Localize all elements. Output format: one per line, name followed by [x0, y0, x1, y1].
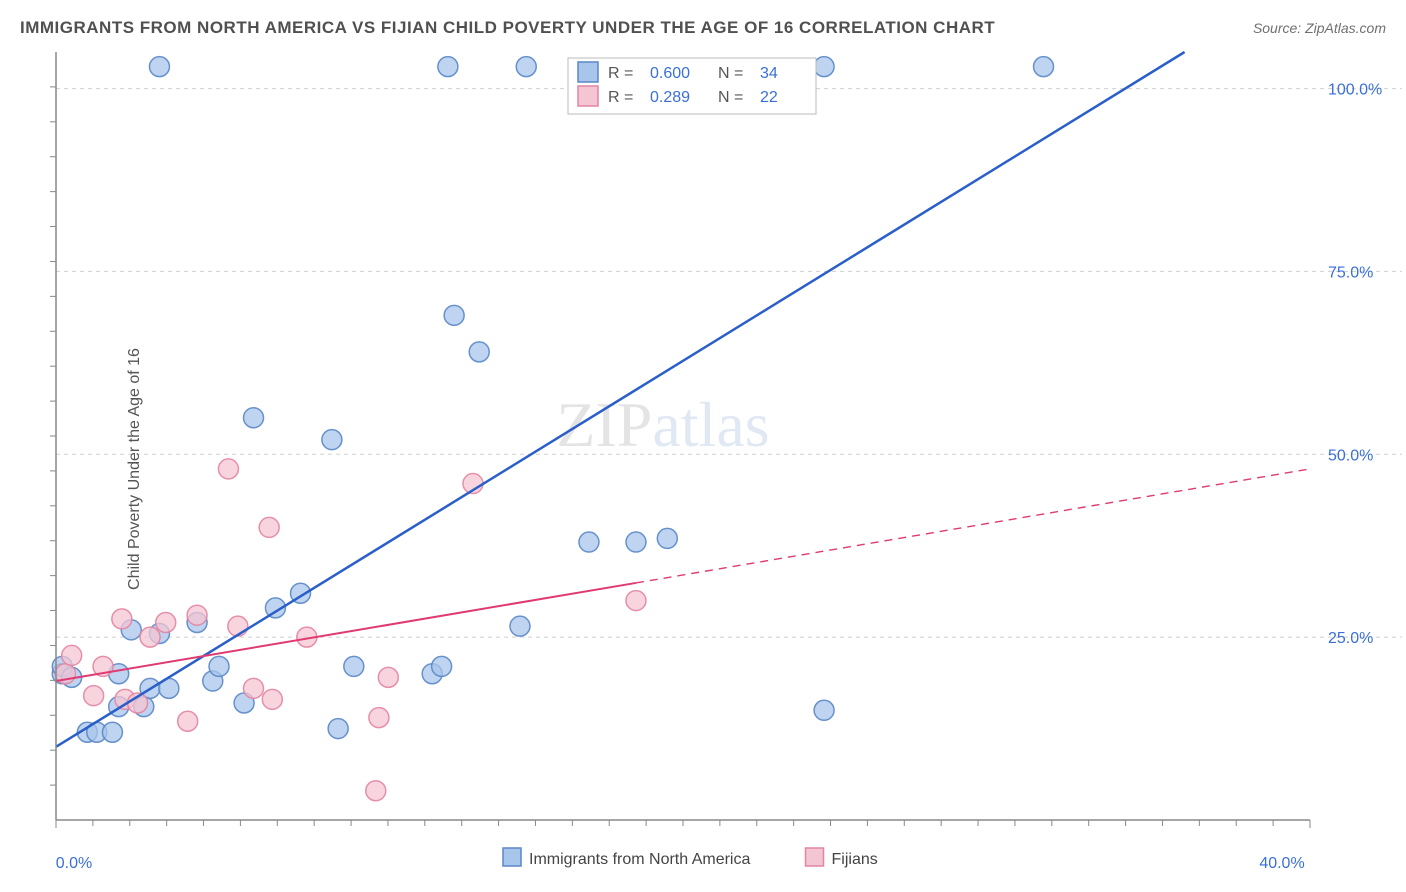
svg-text:N =: N = [718, 89, 743, 106]
svg-text:0.0%: 0.0% [56, 855, 92, 872]
svg-text:R =: R = [608, 89, 633, 106]
svg-text:R =: R = [608, 65, 633, 82]
svg-text:25.0%: 25.0% [1328, 630, 1373, 647]
svg-text:22: 22 [760, 89, 778, 106]
svg-text:N =: N = [718, 65, 743, 82]
svg-text:34: 34 [760, 65, 778, 82]
chart-source: Source: ZipAtlas.com [1253, 20, 1386, 36]
svg-text:0.289: 0.289 [650, 89, 690, 106]
y-axis-label: Child Poverty Under the Age of 16 [126, 348, 144, 590]
plot-area: Child Poverty Under the Age of 16 25.0% 5… [0, 46, 1406, 892]
svg-text:40.0%: 40.0% [1259, 855, 1304, 872]
chart-svg: 25.0% 50.0% 75.0% 100.0% ZIPatlas 0.0% 40.0% R … [0, 46, 1406, 892]
svg-text:Fijians: Fijians [832, 851, 878, 868]
svg-text:0.600: 0.600 [650, 65, 690, 82]
chart-header: IMMIGRANTS FROM NORTH AMERICA VS FIJIAN … [20, 18, 1386, 38]
svg-text:50.0%: 50.0% [1328, 447, 1373, 464]
svg-text:Immigrants from North America: Immigrants from North America [529, 851, 750, 868]
svg-text:75.0%: 75.0% [1328, 264, 1373, 281]
svg-text:100.0%: 100.0% [1328, 82, 1382, 99]
svg-text:ZIPatlas: ZIPatlas [556, 389, 769, 460]
chart-title: IMMIGRANTS FROM NORTH AMERICA VS FIJIAN … [20, 18, 995, 38]
